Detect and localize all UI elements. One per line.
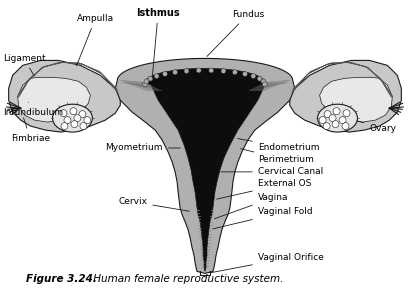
Circle shape [74, 115, 81, 122]
Circle shape [154, 74, 159, 79]
Circle shape [196, 68, 201, 73]
Text: Cervical Canal: Cervical Canal [220, 167, 322, 176]
Text: Vagina: Vagina [214, 193, 288, 219]
Text: Endometrium: Endometrium [237, 139, 319, 152]
Text: Cervix: Cervix [118, 197, 189, 211]
Polygon shape [319, 77, 391, 122]
Circle shape [331, 120, 338, 127]
Text: Figure 3.24.: Figure 3.24. [25, 274, 96, 284]
Ellipse shape [52, 104, 92, 132]
Circle shape [71, 120, 78, 127]
Text: External OS: External OS [216, 179, 310, 199]
Circle shape [242, 72, 247, 77]
Text: Ovary: Ovary [356, 121, 396, 133]
Circle shape [142, 82, 147, 87]
Circle shape [341, 123, 348, 129]
Text: Vaginal Fold: Vaginal Fold [212, 207, 312, 229]
Circle shape [84, 117, 91, 124]
Polygon shape [18, 77, 90, 122]
Circle shape [318, 117, 325, 124]
Circle shape [342, 110, 349, 117]
Ellipse shape [317, 104, 357, 132]
Text: Infundibulum: Infundibulum [3, 102, 63, 117]
Polygon shape [115, 58, 294, 273]
Circle shape [64, 117, 71, 124]
Circle shape [144, 79, 148, 84]
Circle shape [262, 82, 267, 87]
Text: Fundus: Fundus [207, 10, 263, 56]
Circle shape [79, 111, 86, 118]
Text: Fimbriae: Fimbriae [11, 118, 49, 143]
Circle shape [70, 108, 77, 115]
Text: Isthmus: Isthmus [136, 8, 180, 76]
Circle shape [261, 79, 265, 84]
Circle shape [322, 123, 329, 129]
Circle shape [232, 70, 237, 75]
Text: Perimetrium: Perimetrium [240, 149, 313, 164]
Circle shape [184, 69, 189, 74]
Text: Myometrium: Myometrium [105, 143, 180, 152]
Circle shape [208, 68, 213, 73]
Circle shape [162, 72, 167, 77]
Polygon shape [9, 61, 120, 132]
Circle shape [250, 74, 255, 79]
Circle shape [80, 123, 87, 129]
Text: Ligament: Ligament [3, 54, 45, 76]
Circle shape [332, 108, 339, 115]
Polygon shape [289, 61, 400, 132]
Circle shape [61, 123, 68, 129]
Polygon shape [145, 68, 264, 272]
Text: Human female reproductive system.: Human female reproductive system. [90, 274, 283, 284]
Circle shape [323, 111, 330, 118]
Circle shape [328, 115, 335, 122]
Circle shape [338, 117, 345, 124]
Circle shape [172, 70, 177, 75]
Circle shape [148, 76, 153, 81]
Circle shape [60, 110, 67, 117]
Circle shape [220, 69, 225, 74]
Text: Vaginal Orifice: Vaginal Orifice [209, 253, 323, 273]
Circle shape [256, 76, 261, 81]
Text: Ampulla: Ampulla [76, 14, 114, 66]
